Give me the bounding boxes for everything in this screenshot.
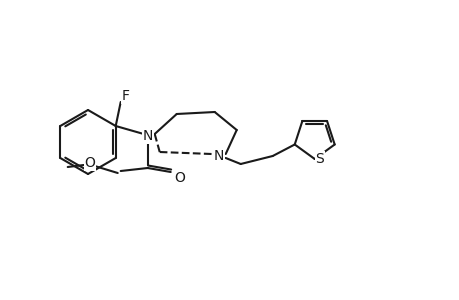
Text: O: O bbox=[174, 171, 185, 185]
Text: N: N bbox=[213, 149, 224, 163]
Text: O: O bbox=[84, 156, 95, 170]
Text: S: S bbox=[315, 152, 324, 166]
Text: F: F bbox=[122, 89, 129, 103]
Text: N: N bbox=[142, 129, 152, 143]
